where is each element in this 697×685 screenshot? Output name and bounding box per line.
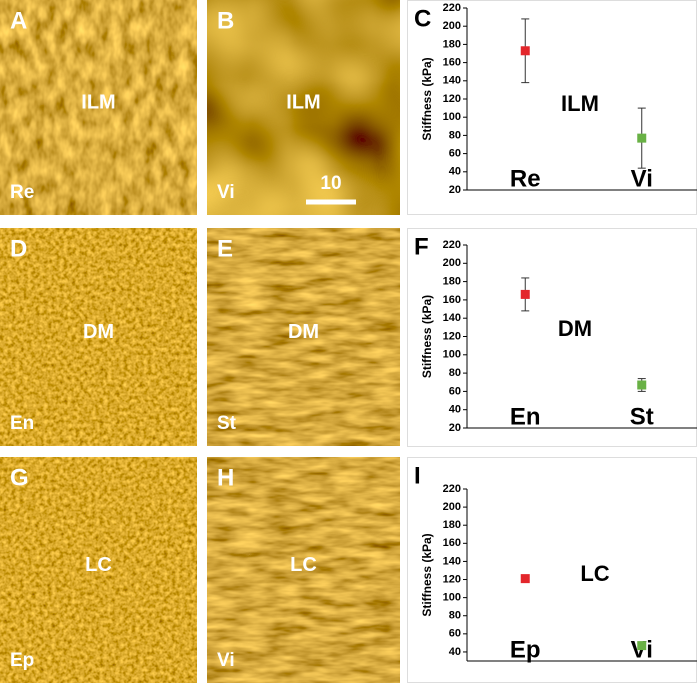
y-tick-label: 20: [449, 422, 461, 434]
y-tick-label: 140: [443, 75, 461, 87]
y-tick-label: 80: [449, 367, 461, 379]
y-tick-label: 220: [443, 239, 461, 251]
micrograph: [207, 0, 400, 215]
sample-label: Vi: [217, 182, 235, 203]
panel-letter: D: [10, 235, 27, 262]
sample-label: Vi: [217, 650, 235, 671]
y-tick-label: 140: [443, 555, 461, 567]
y-tick-label: 100: [443, 111, 461, 123]
annotation: ILM: [561, 91, 599, 116]
panel-letter: B: [217, 7, 234, 34]
chart-frame: [407, 0, 697, 215]
micrograph: [0, 0, 197, 215]
annotation: LC: [580, 561, 609, 586]
point: [637, 133, 647, 143]
panel-letter: G: [10, 464, 29, 491]
y-tick-label: 120: [443, 573, 461, 585]
scale-label: 10: [320, 173, 341, 194]
x-tick-label: Vi: [631, 165, 653, 192]
y-tick-label: 180: [443, 519, 461, 531]
point: [520, 46, 530, 56]
panel-label: ILM: [286, 91, 320, 113]
y-tick-label: 140: [443, 312, 461, 324]
y-tick-label: 120: [443, 93, 461, 105]
y-tick-label: 160: [443, 57, 461, 69]
y-tick-label: 220: [443, 2, 461, 14]
x-tick-label: St: [630, 403, 654, 430]
point: [637, 380, 647, 390]
y-tick-label: 40: [449, 166, 461, 178]
annotation: DM: [558, 316, 592, 341]
y-tick-label: 160: [443, 294, 461, 306]
panel-label: LC: [290, 554, 317, 576]
y-tick-label: 180: [443, 38, 461, 50]
sample-label: St: [217, 413, 237, 434]
x-tick-label: Re: [510, 165, 541, 192]
y-axis-label: Stiffness (kPa): [420, 57, 434, 140]
y-tick-label: 60: [449, 385, 461, 397]
panel-letter: H: [217, 464, 234, 491]
panel-label: DM: [288, 321, 319, 343]
y-tick-label: 80: [449, 610, 461, 622]
y-tick-label: 60: [449, 148, 461, 160]
y-tick-label: 120: [443, 330, 461, 342]
micrograph: [0, 228, 197, 446]
panel-label: LC: [85, 554, 112, 576]
y-tick-label: 180: [443, 276, 461, 288]
x-tick-label: En: [510, 403, 541, 430]
y-tick-label: 40: [449, 404, 461, 416]
micrograph: [207, 457, 400, 683]
micrograph: [0, 457, 197, 683]
point: [637, 641, 647, 651]
y-tick-label: 60: [449, 628, 461, 640]
y-tick-label: 200: [443, 20, 461, 32]
y-tick-label: 220: [443, 483, 461, 495]
panel-label: ILM: [81, 91, 115, 113]
chart-letter: C: [414, 5, 431, 32]
y-tick-label: 80: [449, 129, 461, 141]
x-tick-label: Ep: [510, 636, 541, 663]
chart-letter: F: [414, 233, 429, 260]
y-tick-label: 200: [443, 501, 461, 513]
panel-letter: E: [217, 235, 233, 262]
point: [520, 289, 530, 299]
chart-letter: I: [414, 462, 421, 489]
sample-label: Ep: [10, 650, 34, 671]
micrograph: [207, 228, 400, 446]
panel-letter: A: [10, 7, 27, 34]
sample-label: Re: [10, 182, 34, 203]
y-tick-label: 20: [449, 184, 461, 196]
sample-label: En: [10, 413, 34, 434]
point: [520, 574, 530, 584]
y-tick-label: 200: [443, 257, 461, 269]
y-axis-label: Stiffness (kPa): [420, 533, 434, 616]
y-tick-label: 40: [449, 646, 461, 658]
y-axis-label: Stiffness (kPa): [420, 295, 434, 378]
y-tick-label: 160: [443, 537, 461, 549]
y-tick-label: 100: [443, 592, 461, 604]
y-tick-label: 100: [443, 349, 461, 361]
panel-label: DM: [83, 321, 114, 343]
